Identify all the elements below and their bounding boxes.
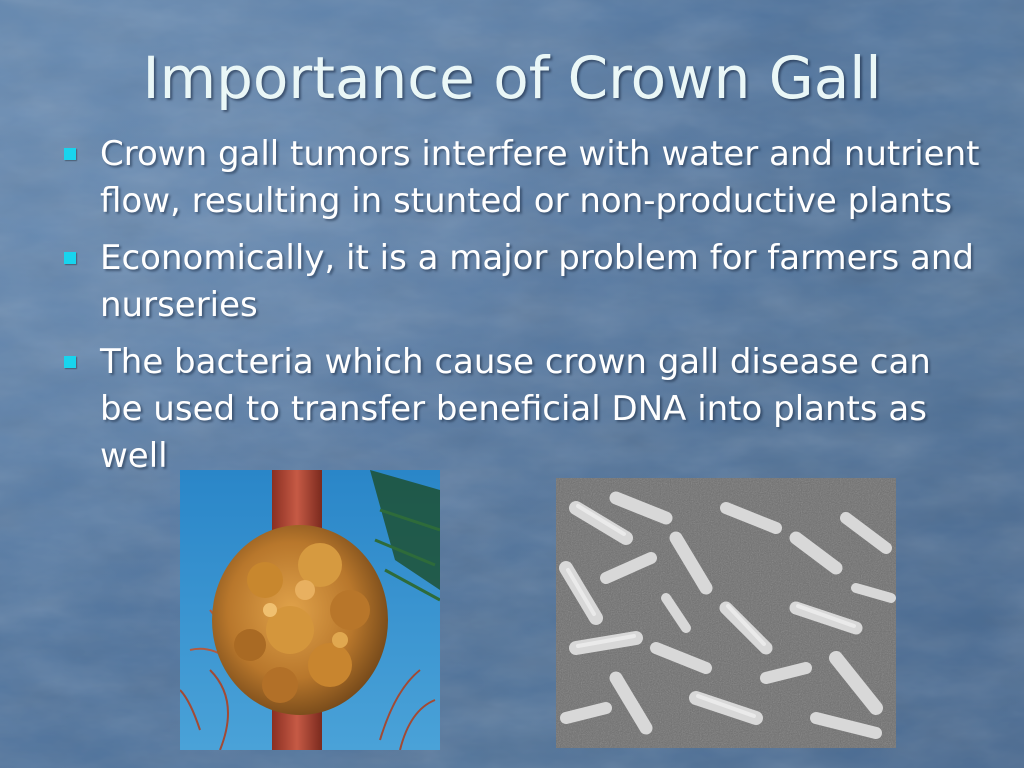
bullet-text: The bacteria which cause crown gall dise… (100, 342, 931, 476)
square-bullet-icon (64, 356, 76, 368)
bullet-item: Crown gall tumors interfere with water a… (60, 131, 980, 225)
square-bullet-icon (64, 148, 76, 160)
bullet-text: Economically, it is a major problem for … (100, 238, 974, 325)
bullet-item: The bacteria which cause crown gall dise… (60, 339, 980, 480)
crown-gall-tumor-photo (180, 470, 440, 750)
bacteria-micrograph (556, 478, 896, 748)
bullet-list: Crown gall tumors interfere with water a… (60, 131, 980, 490)
bullet-text: Crown gall tumors interfere with water a… (100, 134, 980, 221)
slide-title: Importance of Crown Gall (142, 44, 882, 112)
bullet-item: Economically, it is a major problem for … (60, 235, 980, 329)
square-bullet-icon (64, 252, 76, 264)
